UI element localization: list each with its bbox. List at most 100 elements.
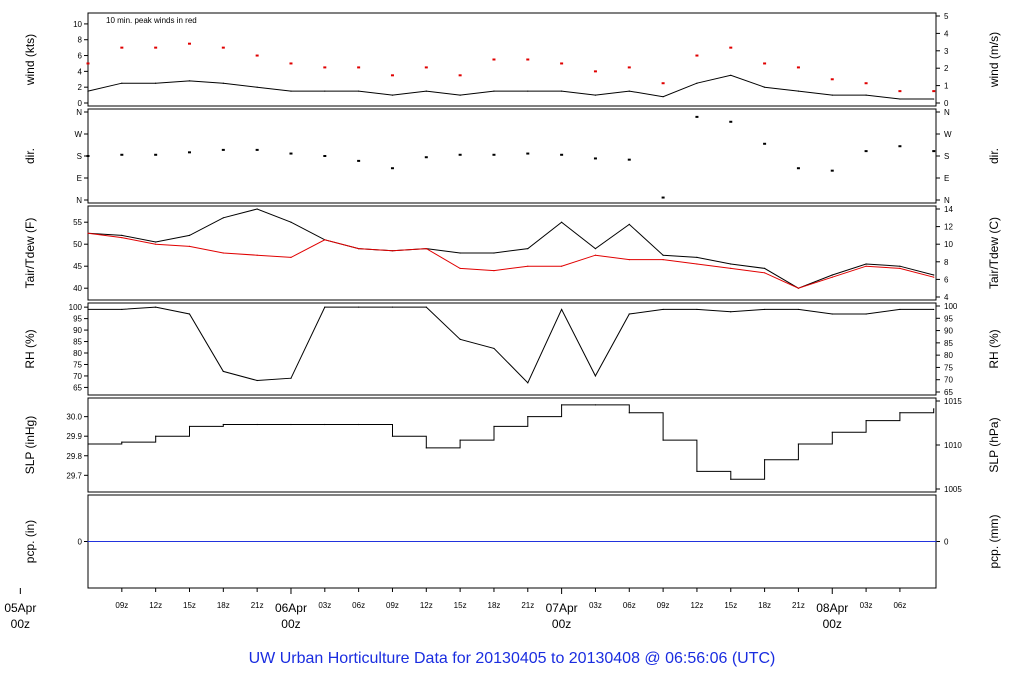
left-tick-label-rh: 100 (69, 303, 83, 312)
left-tick-label-rh: 80 (73, 349, 82, 358)
right-tick-label-temp: 8 (944, 258, 949, 267)
point-wind-0 (628, 90, 630, 92)
left-tick-label-slp: 30.0 (66, 413, 82, 422)
point-temp-0 (763, 267, 766, 269)
point-temp-1 (188, 245, 191, 247)
point-temp-0 (730, 263, 732, 265)
point-wind-1 (289, 62, 293, 65)
ylabel-left-temp: Tair/Tdew (F) (23, 218, 37, 289)
time-tick-label: 15z (454, 601, 467, 610)
right-tick-label-pcp: 0 (944, 538, 949, 547)
time-tick-label: 18z (488, 601, 501, 610)
point-wind-1 (898, 90, 902, 93)
point-temp-1 (628, 259, 630, 261)
point-slp-0 (87, 443, 89, 445)
panel-frame-slp (87, 397, 937, 493)
point-temp-0 (493, 252, 495, 254)
ylabel-right-slp: SLP (hPa) (987, 417, 1001, 472)
footer-title: UW Urban Horticulture Data for 20130405 … (248, 650, 776, 667)
point-wind-1 (86, 62, 90, 65)
panel-frame-dir (87, 108, 937, 204)
right-tick-label-rh: 95 (944, 314, 953, 323)
point-slp-0 (391, 435, 394, 437)
left-tick-label-rh: 70 (73, 372, 82, 381)
point-rh-0 (527, 382, 529, 384)
point-temp-0 (459, 252, 461, 254)
point-temp-0 (933, 274, 935, 276)
left-tick-label-temp: 50 (73, 240, 82, 249)
ylabel-left-slp: SLP (inHg) (23, 416, 37, 474)
ylabel-left-dir: dir. (23, 148, 37, 164)
point-temp-1 (662, 259, 664, 261)
time-tick-label: 18z (758, 601, 771, 610)
point-slp-0 (763, 459, 766, 461)
point-wind-0 (493, 90, 495, 92)
point-temp-0 (865, 263, 867, 265)
time-tick-label: 03z (860, 601, 873, 610)
time-tick-label: 12z (690, 601, 703, 610)
day-label-hour: 00z (281, 617, 300, 631)
ylabel-left-rh: RH (%) (23, 329, 37, 368)
point-dir-0 (526, 152, 530, 155)
series-temp-0 (87, 208, 935, 289)
point-rh-0 (561, 308, 563, 311)
left-tick-label-wind: 10 (73, 20, 82, 29)
right-tick-label-dir: E (944, 174, 949, 183)
ylabel-right-dir: dir. (987, 148, 1001, 164)
left-tick-label-wind: 4 (78, 67, 83, 76)
right-tick-label-temp: 12 (944, 223, 953, 232)
point-temp-1 (831, 276, 833, 278)
point-rh-0 (899, 308, 901, 311)
point-wind-0 (459, 94, 461, 96)
point-wind-1 (932, 90, 936, 93)
point-temp-1 (290, 256, 292, 258)
right-tick-label-temp: 10 (944, 240, 953, 249)
point-dir-0 (390, 167, 394, 170)
line-rh-0 (88, 306, 934, 384)
point-temp-0 (188, 234, 191, 236)
line-slp-0 (88, 404, 935, 480)
left-tick-label-temp: 40 (73, 284, 82, 293)
point-dir-0 (458, 153, 462, 156)
time-tick-label: 09z (657, 601, 670, 610)
line-temp-1 (87, 232, 934, 289)
point-wind-0 (391, 94, 394, 96)
left-tick-label-wind: 6 (78, 52, 83, 61)
point-dir-0 (796, 167, 800, 170)
left-tick-label-temp: 55 (73, 218, 82, 227)
day-label-date: 06Apr (275, 601, 307, 615)
point-temp-0 (594, 248, 597, 250)
left-tick-label-dir: S (77, 152, 82, 161)
point-slp-0 (121, 441, 123, 443)
point-temp-1 (256, 254, 258, 256)
point-wind-0 (222, 82, 224, 84)
left-tick-label-slp: 29.9 (66, 432, 82, 441)
right-tick-label-rh: 80 (944, 351, 953, 360)
point-rh-0 (493, 347, 495, 350)
left-tick-label-dir: E (77, 174, 82, 183)
right-tick-label-temp: 6 (944, 275, 949, 284)
point-rh-0 (628, 313, 630, 315)
point-temp-1 (527, 265, 529, 267)
left-tick-label-wind: 8 (78, 36, 83, 45)
point-slp-0 (696, 470, 698, 472)
point-wind-0 (561, 90, 563, 92)
line-temp-0 (87, 208, 934, 289)
point-rh-0 (121, 308, 123, 311)
time-tick-label: 15z (724, 601, 737, 610)
right-tick-label-rh: 65 (944, 388, 953, 397)
right-tick-label-dir: S (944, 152, 949, 161)
point-dir-0 (560, 153, 564, 156)
point-temp-1 (121, 237, 123, 239)
point-dir-0 (154, 153, 158, 156)
point-dir-0 (864, 150, 868, 153)
point-dir-0 (898, 145, 902, 148)
point-wind-1 (796, 66, 800, 69)
point-wind-1 (357, 66, 361, 69)
point-temp-1 (358, 248, 360, 250)
point-slp-0 (797, 443, 800, 445)
point-slp-0 (933, 408, 935, 410)
point-temp-1 (933, 276, 935, 278)
left-tick-label-slp: 29.7 (66, 471, 82, 480)
